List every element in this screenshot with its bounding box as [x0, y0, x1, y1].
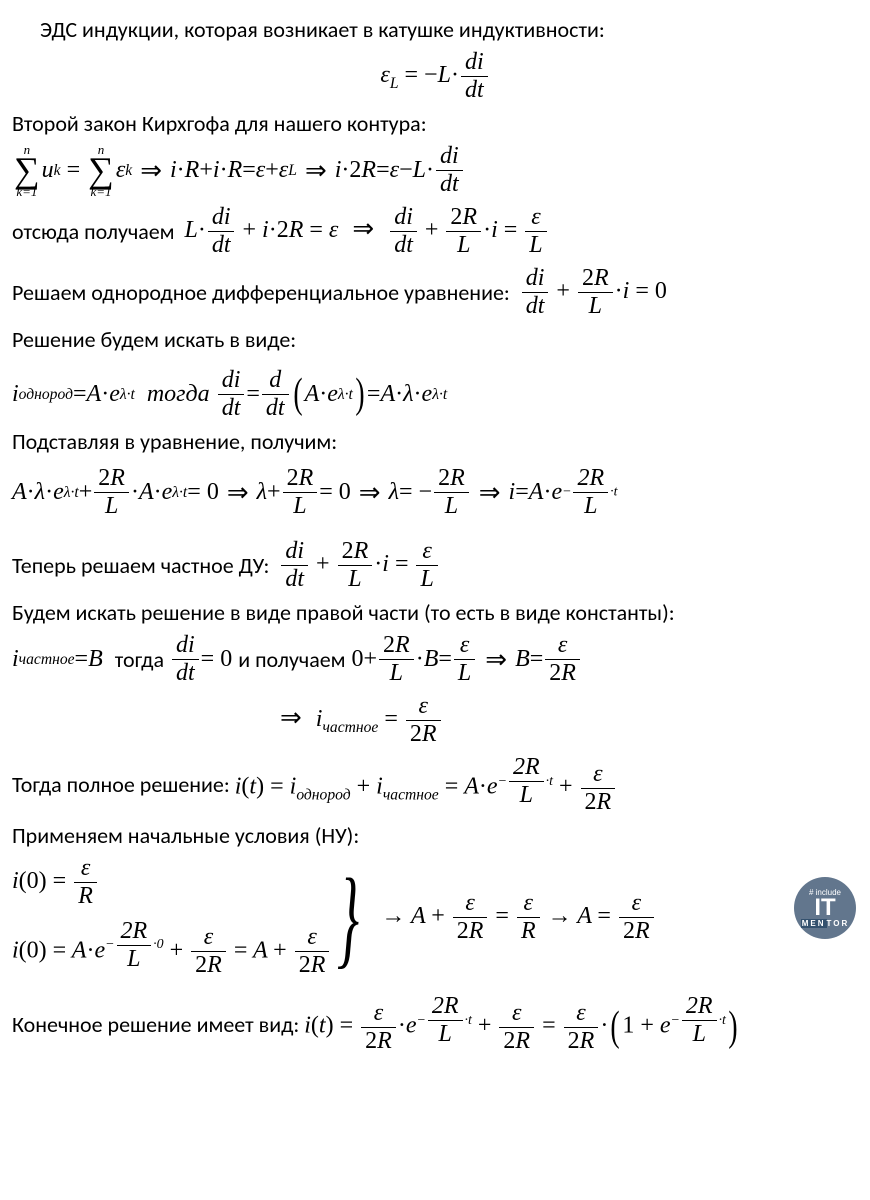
- row-full-solution: Тогда полное решение: i(t) = iоднород + …: [12, 754, 858, 816]
- eq-kirchhoff: n∑k=1uk = n∑k=1εk ⇒ i·R + i·R = ε + εL ⇒…: [12, 143, 858, 198]
- row-particular: Теперь решаем частное ДУ: didt + 2RL·i =…: [12, 538, 858, 593]
- text-ansatz: Решение будем искать в виде:: [12, 326, 858, 353]
- text-then-1: тогда: [147, 381, 210, 408]
- text-final: Конечное решение имеет вид:: [12, 1011, 299, 1038]
- it-mentor-logo: # include IT MENTOR: [794, 877, 856, 939]
- eq-final: i(t) = ε2R·e−2RL·t + ε2R = ε2R·(1 + e−2R…: [304, 993, 740, 1055]
- eq-full-solution: i(t) = iоднород + iчастное = A·e−2RL·t +…: [235, 754, 617, 816]
- text-kirchhoff: Второй закон Кирхгофа для нашего контура…: [12, 110, 858, 137]
- text-hence: отсюда получаем: [12, 218, 175, 245]
- text-emf-intro: ЭДС индукции, которая возникает в катушк…: [12, 16, 858, 43]
- row-hence: отсюда получаем L·didt + i·2R = ε ⇒ didt…: [12, 204, 858, 259]
- logo-bot-a: MEN: [801, 919, 827, 928]
- row-homogeneous: Решаем однородное дифференциальное уравн…: [12, 265, 858, 320]
- eq-particular-result: ⇒ iчастное = ε2R: [12, 693, 858, 748]
- eq-particular: iчастное = B тогда didt = 0 и получаем 0…: [12, 632, 858, 687]
- row-final: Конечное решение имеет вид: i(t) = ε2R·e…: [12, 993, 858, 1055]
- eq-initial-conditions: i(0) = εR i(0) = A·e−2RL·0 + ε2R = A + ε…: [12, 855, 656, 980]
- eq-ansatz: iоднород = A·eλ·t тогда didt = ddt(A·eλ·…: [12, 367, 858, 422]
- logo-mid: IT: [814, 897, 835, 919]
- text-homogeneous: Решаем однородное дифференциальное уравн…: [12, 279, 510, 306]
- eq-emf: εL = −L·didt: [12, 49, 858, 104]
- eq-particular-de: didt + 2RL·i = εL: [279, 538, 439, 593]
- text-full-solution: Тогда полное решение:: [12, 771, 230, 798]
- eq-hence: L·didt + i·2R = ε ⇒ didt + 2RL·i = εL: [184, 204, 548, 259]
- text-and-get: и получаем: [238, 646, 345, 673]
- eq-lambda: A·λ·eλ·t + 2RL·A·eλ·t = 0 ⇒ λ + 2RL = 0 …: [12, 465, 858, 520]
- eq-homogeneous: didt + 2RL·i = 0: [520, 265, 667, 320]
- text-initial-conditions: Применяем начальные условия (НУ):: [12, 822, 858, 849]
- text-particular: Теперь решаем частное ДУ:: [12, 552, 269, 579]
- logo-bot-b: TOR: [827, 919, 850, 928]
- text-const-ansatz: Будем искать решение в виде правой части…: [12, 599, 858, 626]
- text-then-2: тогда: [115, 646, 164, 673]
- text-substitute: Подставляя в уравнение, получим:: [12, 428, 858, 455]
